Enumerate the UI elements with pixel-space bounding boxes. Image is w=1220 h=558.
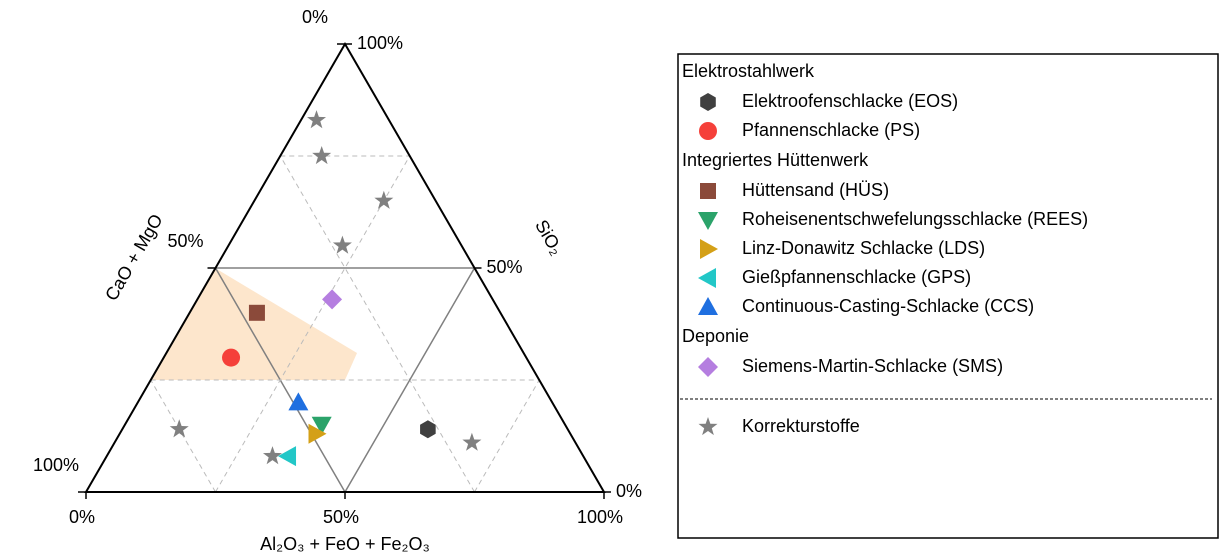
legend-box — [677, 53, 1219, 539]
tick-label: 0% — [616, 481, 642, 501]
axis-label: CaO + MgO — [101, 211, 167, 305]
minor-grid-line — [279, 155, 475, 493]
axis-label: SiO₂ — [531, 216, 567, 258]
legend-group-title: Integriertes Hüttenwerk — [682, 150, 869, 170]
marker — [462, 432, 482, 451]
marker — [700, 183, 716, 199]
marker — [222, 348, 241, 367]
grid-line — [344, 267, 476, 493]
marker — [698, 357, 718, 377]
tick-label: 50% — [323, 507, 359, 527]
minor-grid-line — [215, 155, 411, 493]
marker — [322, 289, 343, 310]
marker — [374, 190, 394, 209]
marker — [311, 416, 332, 435]
legend-label: Korrekturstoffe — [742, 416, 860, 436]
legend-label: Roheisenentschwefelungsschlacke (REES) — [742, 209, 1088, 229]
legend-group-title: Elektrostahlwerk — [682, 61, 815, 81]
marker — [312, 146, 332, 165]
minor-grid-line — [474, 379, 540, 493]
highlight-area — [151, 268, 357, 380]
marker — [288, 392, 309, 411]
marker — [262, 446, 282, 465]
tick-label: 0% — [69, 507, 95, 527]
marker — [169, 419, 189, 438]
legend-label: Hüttensand (HÜS) — [742, 180, 889, 200]
marker — [698, 417, 718, 436]
marker — [698, 297, 718, 315]
tick-label: 100% — [577, 507, 623, 527]
tick-label: 100% — [357, 33, 403, 53]
marker — [699, 122, 717, 140]
marker — [698, 268, 716, 288]
tick-label: 50% — [487, 257, 523, 277]
marker — [308, 423, 327, 444]
minor-grid-line — [150, 379, 216, 493]
legend-label: Pfannenschlacke (PS) — [742, 120, 920, 140]
marker — [420, 420, 436, 439]
marker — [278, 446, 297, 467]
legend-label: Continuous-Casting-Schlacke (CCS) — [742, 296, 1034, 316]
grid — [150, 155, 540, 493]
marker — [332, 235, 352, 254]
marker — [248, 304, 265, 321]
marks — [169, 110, 482, 467]
tick-label: 50% — [167, 231, 203, 251]
axis-label: Al₂O₃ + FeO + Fe₂O₃ — [260, 534, 430, 554]
marker — [700, 239, 718, 259]
marker — [698, 212, 718, 230]
legend-label: Siemens-Martin-Schlacke (SMS) — [742, 356, 1003, 376]
legend-label: Linz-Donawitz Schlacke (LDS) — [742, 238, 985, 258]
tick-label: 0% — [302, 7, 328, 27]
legend-label: Gießpfannenschlacke (GPS) — [742, 267, 971, 287]
marker — [700, 93, 716, 111]
legend-group-title: Deponie — [682, 326, 749, 346]
tick-label: 100% — [33, 455, 79, 475]
marker — [306, 110, 327, 129]
legend-label: Elektroofenschlacke (EOS) — [742, 91, 958, 111]
